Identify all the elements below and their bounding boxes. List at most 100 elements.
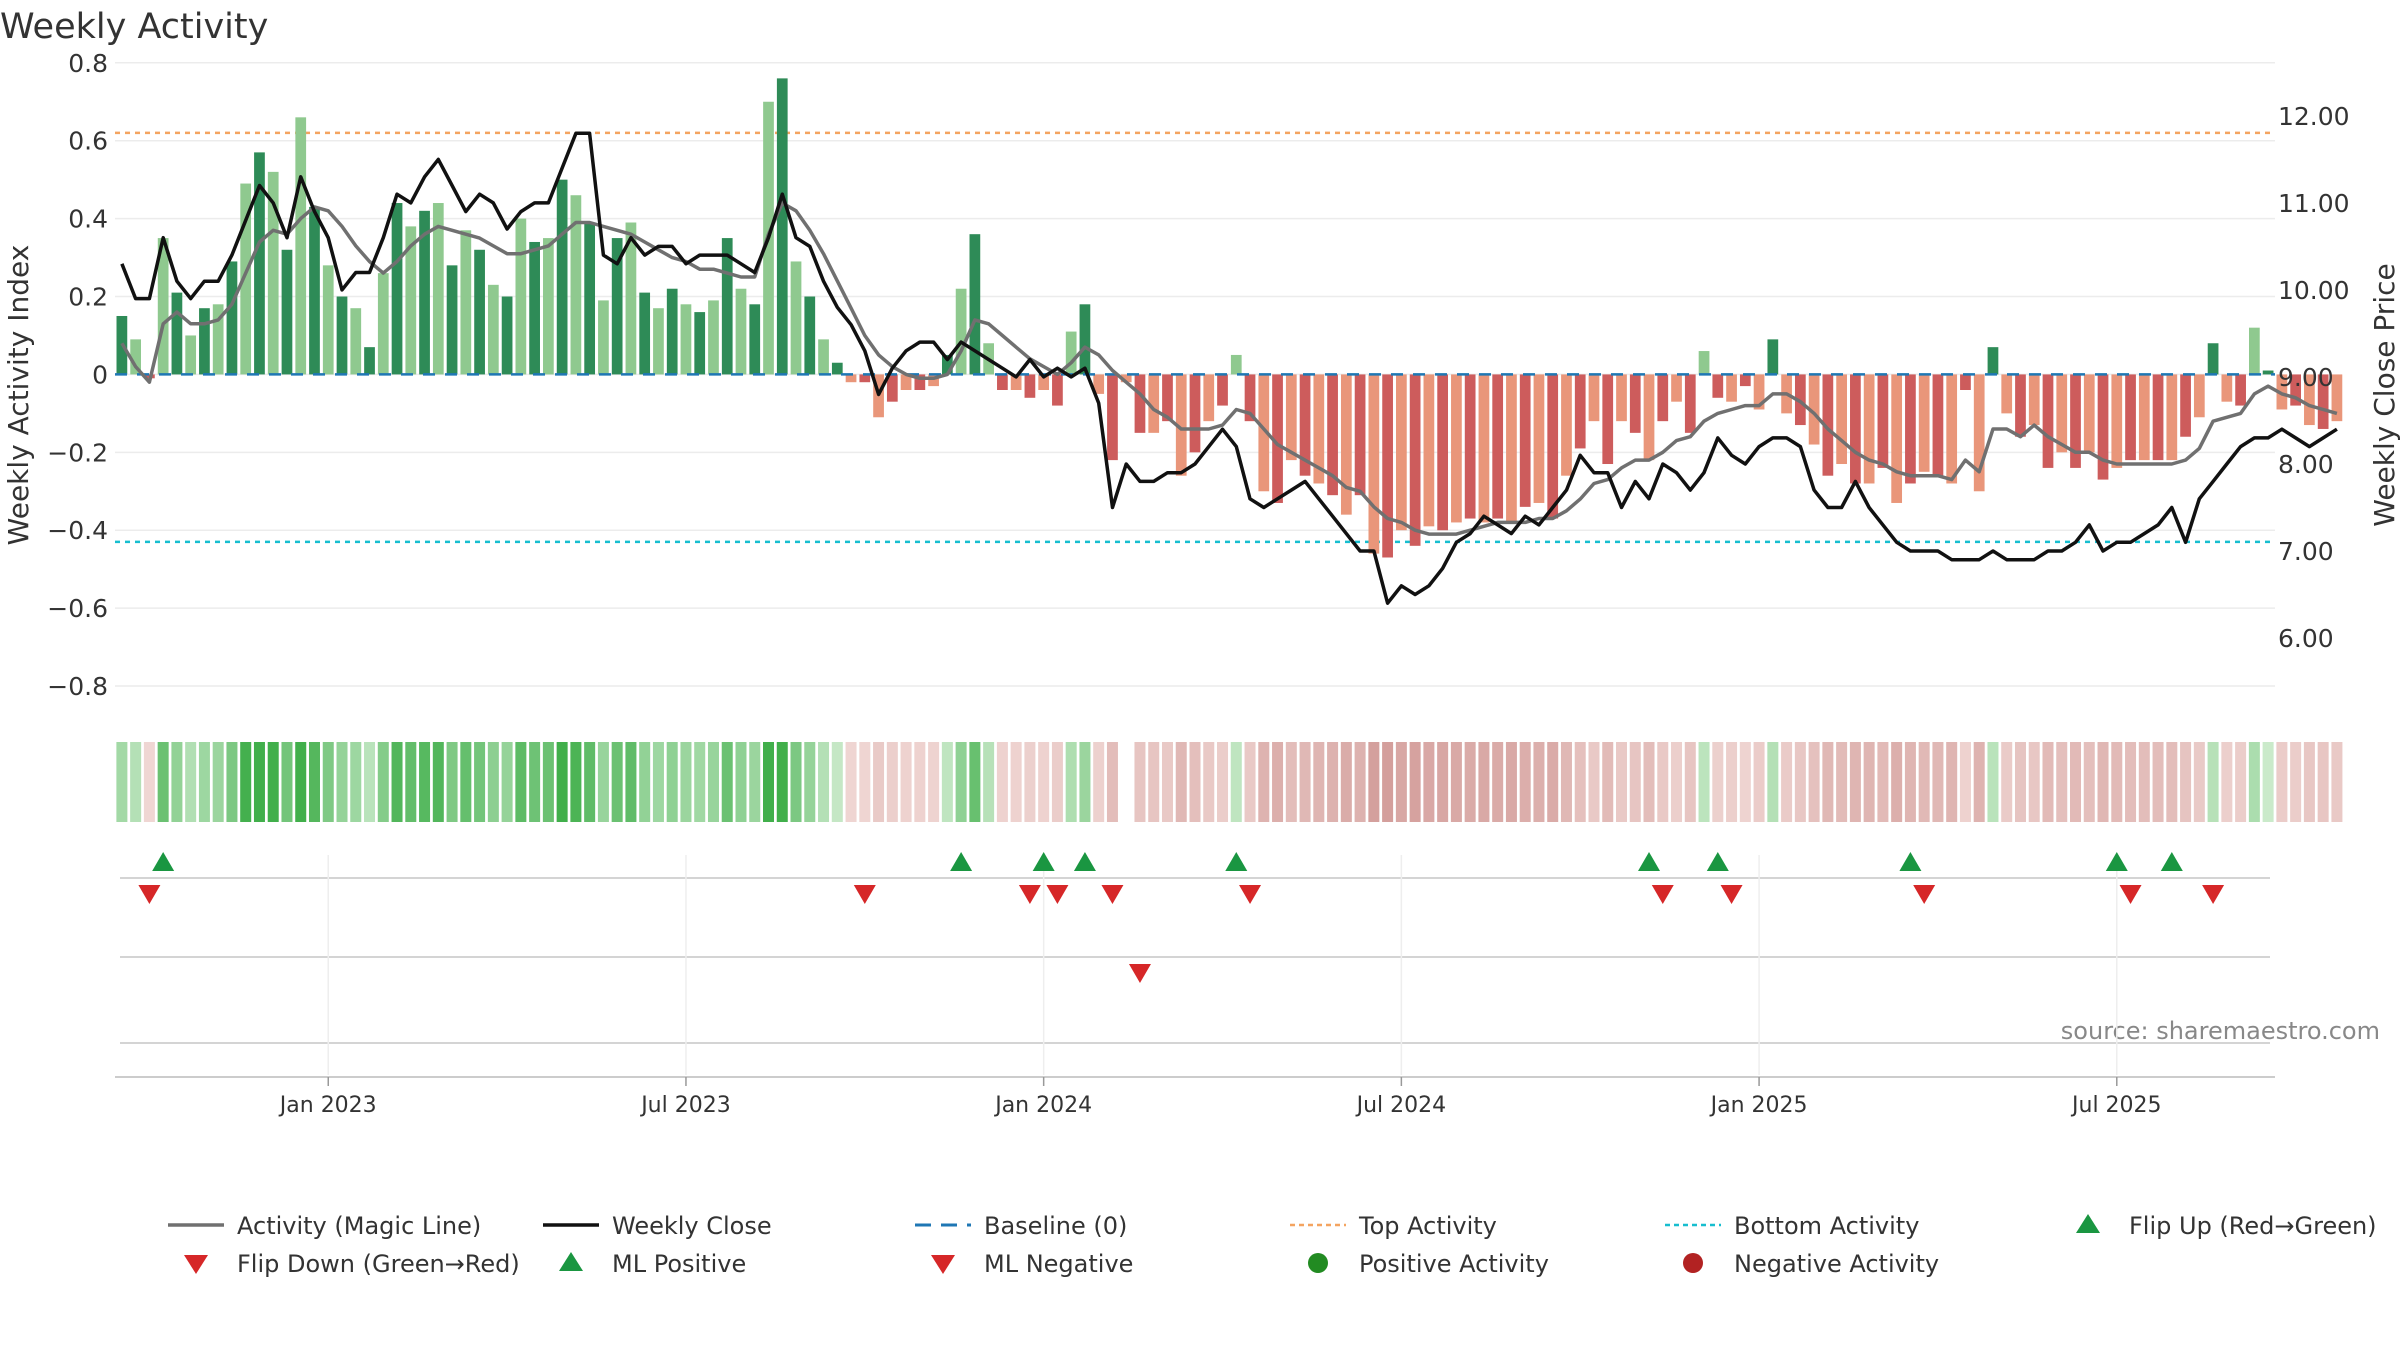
strip-cell (1285, 742, 1297, 822)
strip-cell (446, 742, 458, 822)
activity-bar (845, 374, 857, 383)
activity-bar (1533, 374, 1545, 503)
activity-bar (2015, 374, 2026, 437)
strip-cell (804, 742, 816, 822)
strip-cell (1904, 742, 1916, 822)
activity-bar (735, 288, 747, 375)
strip-cell (735, 742, 747, 822)
strip-cell (1106, 742, 1118, 822)
strip-cell (1368, 742, 1380, 822)
legend-swatch-up-triangle (559, 1252, 583, 1271)
activity-bar (749, 304, 761, 375)
strip-cell (2180, 742, 2192, 822)
activity-bar (157, 238, 169, 375)
activity-bar (2193, 374, 2205, 418)
strip-cell (873, 742, 885, 822)
strip-cell (886, 742, 898, 822)
strip-cell (2317, 742, 2329, 822)
activity-bar (432, 203, 444, 375)
strip-cell (680, 742, 692, 822)
strip-cell (652, 742, 664, 822)
strip-cell (763, 742, 775, 822)
activity-bar (171, 292, 183, 375)
activity-bar (680, 304, 692, 375)
flip-up-marker (1706, 852, 1729, 871)
activity-bar (1891, 374, 1903, 503)
activity-bar (1162, 374, 1173, 422)
activity-bar (776, 78, 788, 375)
strip-cell (2014, 742, 2026, 822)
y-tick-label: −0.2 (47, 438, 108, 467)
activity-bar (2221, 374, 2233, 402)
strip-cell (2276, 742, 2288, 822)
activity-bar (2111, 374, 2123, 468)
strip-cell (364, 742, 376, 822)
strip-cell (405, 742, 417, 822)
strip-cell (2056, 742, 2068, 822)
strip-cell (501, 742, 513, 822)
activity-bar (2138, 374, 2150, 461)
y2-tick-label: 10.00 (2278, 276, 2350, 305)
activity-bar (1038, 374, 1050, 390)
y2-tick-label: 6.00 (2278, 624, 2334, 653)
activity-bar (501, 296, 513, 375)
flip-up-marker (950, 852, 973, 871)
strip-cell (1808, 742, 1820, 822)
strip-cell (1065, 742, 1077, 822)
activity-bar (694, 312, 706, 375)
strip-cell (1175, 742, 1187, 822)
ml-negative-marker (1128, 964, 1151, 983)
activity-bar (419, 210, 430, 375)
legend-label: ML Negative (984, 1250, 1133, 1278)
strip-cell (460, 742, 472, 822)
strip-cell (1726, 742, 1738, 822)
activity-bar (2001, 374, 2013, 414)
strip-cell (584, 742, 596, 822)
legend-swatch-negative-dot (1683, 1253, 1703, 1273)
x-tick-label: Jul 2025 (2070, 1093, 2162, 1118)
y2-tick-label: 7.00 (2278, 537, 2334, 566)
y-tick-label: −0.6 (47, 594, 108, 623)
strip-cell (1781, 742, 1793, 822)
legend-label: Activity (Magic Line) (237, 1212, 481, 1240)
strip-cell (1382, 742, 1394, 822)
activity-bar (1052, 374, 1063, 406)
activity-bar (2290, 374, 2302, 406)
activity-bar (1726, 374, 1737, 402)
strip-cell (2207, 742, 2219, 822)
strip-cell (1010, 742, 1022, 822)
legend-label: Top Activity (1358, 1212, 1497, 1240)
activity-bar (1313, 374, 1325, 484)
legend-swatch-down-triangle (931, 1255, 955, 1274)
strip-cell (611, 742, 623, 822)
strip-cell (1643, 742, 1655, 822)
activity-bar (941, 354, 953, 375)
activity-bar (1767, 339, 1779, 375)
activity-bar (1684, 374, 1696, 433)
activity-bar (900, 374, 912, 390)
strip-cell (1533, 742, 1545, 822)
strip-cell (529, 742, 541, 822)
strip-cell (845, 742, 857, 822)
activity-bar (556, 179, 568, 375)
magic-line (120, 201, 2338, 536)
strip-cell (1409, 742, 1421, 822)
strip-cell (1024, 742, 1036, 822)
activity-bar (405, 226, 417, 375)
strip-cell (185, 742, 197, 822)
x-tick-label: Jan 2023 (278, 1093, 377, 1118)
strip-cell (1836, 742, 1848, 822)
activity-bar (1712, 374, 1724, 398)
y-tick-label: 0.2 (68, 283, 108, 312)
activity-bar (1629, 374, 1641, 433)
activity-bar (1657, 374, 1669, 422)
strip-cell (1973, 742, 1985, 822)
activity-bar (2166, 374, 2178, 461)
activity-bar (529, 241, 540, 375)
activity-bar (708, 300, 719, 375)
strip-cell (1464, 742, 1476, 822)
y2-axis-label: Weekly Close Price (2368, 263, 2400, 526)
strip-cell (391, 742, 403, 822)
activity-bar (1973, 374, 1985, 492)
